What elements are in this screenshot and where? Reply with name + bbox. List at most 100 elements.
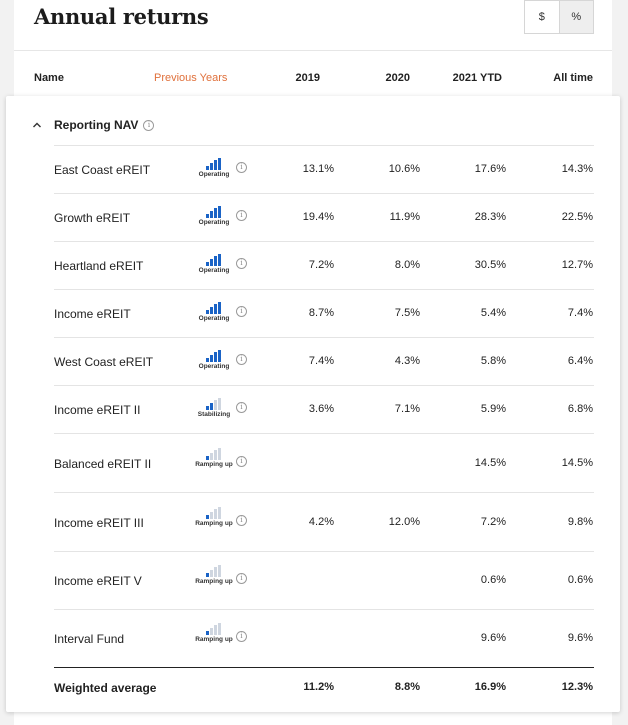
table-row: Growth eREIT Operating i 19.4% 11.9% 28.3% 22.… xyxy=(54,193,594,242)
status-label: Operating xyxy=(198,171,230,178)
table-row: Balanced eREIT II Ramping up i 14.5% 14.5% xyxy=(54,433,594,493)
fund-name: East Coast eREIT xyxy=(54,163,151,177)
signal-bar xyxy=(214,256,217,266)
unit-toggle: $ % xyxy=(524,0,594,34)
group-header-reporting-nav[interactable]: Reporting NAV i xyxy=(26,114,155,136)
column-header-2019: 2019 xyxy=(295,72,320,84)
signal-bar xyxy=(214,625,217,635)
return-2021-ytd: 5.4% xyxy=(480,307,506,319)
status-label: Stabilizing xyxy=(197,411,231,418)
weighted-average-2019: 11.2% xyxy=(303,681,334,693)
weighted-average-row: Weighted average 11.2% 8.8% 16.9% 12.3% xyxy=(54,667,594,711)
return-all-time: 7.4% xyxy=(567,307,593,319)
signal-bar xyxy=(218,448,221,460)
status-label: Operating xyxy=(198,219,230,226)
signal-bar xyxy=(214,208,217,218)
return-2020: 11.9% xyxy=(389,211,420,223)
return-2021-ytd: 30.5% xyxy=(474,259,506,271)
signal-bar xyxy=(206,166,209,170)
signal-bar xyxy=(218,623,221,635)
column-header-all-time: All time xyxy=(553,72,593,84)
column-header-name: Name xyxy=(34,72,64,84)
info-icon[interactable]: i xyxy=(236,354,247,365)
return-2020: 7.5% xyxy=(394,307,420,319)
signal-bar xyxy=(206,631,209,635)
weighted-average-2020: 8.8% xyxy=(394,681,420,693)
signal-bar xyxy=(218,350,221,362)
signal-bar xyxy=(206,214,209,218)
status-indicator: Ramping up xyxy=(192,448,236,469)
table-row: Heartland eREIT Operating i 7.2% 8.0% 30.5% 12… xyxy=(54,241,594,290)
fund-name: West Coast eREIT xyxy=(54,355,154,369)
weighted-average-2021-ytd: 16.9% xyxy=(474,681,506,693)
return-2021-ytd: 9.6% xyxy=(480,632,506,644)
fund-name: Income eREIT III xyxy=(54,516,144,530)
fund-name: Income eREIT II xyxy=(54,403,141,417)
status-indicator: Operating xyxy=(192,254,236,275)
signal-bar xyxy=(214,352,217,362)
group-label: Reporting NAV xyxy=(54,118,139,132)
info-icon[interactable]: i xyxy=(236,456,247,467)
return-2020: 12.0% xyxy=(388,516,420,528)
status-indicator: Ramping up xyxy=(192,507,236,528)
status-indicator: Operating xyxy=(192,158,236,179)
chevron-up-icon[interactable] xyxy=(32,120,42,130)
status-indicator: Operating xyxy=(192,350,236,371)
status-indicator: Operating xyxy=(192,302,236,323)
signal-bar xyxy=(210,211,213,218)
info-icon[interactable]: i xyxy=(236,402,247,413)
footer-divider xyxy=(54,667,594,668)
page-title: Annual returns xyxy=(34,4,209,29)
signal-bar xyxy=(218,398,221,410)
return-2021-ytd: 5.9% xyxy=(480,403,506,415)
signal-bars-icon xyxy=(206,448,221,460)
signal-bars-icon xyxy=(206,350,221,362)
info-icon[interactable]: i xyxy=(236,631,247,642)
info-icon[interactable]: i xyxy=(236,306,247,317)
return-2021-ytd: 17.6% xyxy=(474,163,506,175)
status-label: Operating xyxy=(198,267,230,274)
signal-bar xyxy=(214,304,217,314)
signal-bar xyxy=(206,573,209,577)
status-indicator: Operating xyxy=(192,206,236,227)
info-icon[interactable]: i xyxy=(236,258,247,269)
table-row: East Coast eREIT Operating i 13.1% 10.6% 17.6… xyxy=(54,145,594,194)
info-icon[interactable]: i xyxy=(143,119,155,131)
return-all-time: 14.5% xyxy=(561,457,593,469)
return-2019: 4.2% xyxy=(308,516,334,528)
signal-bar xyxy=(210,453,213,460)
signal-bar xyxy=(218,507,221,519)
column-header-2020: 2020 xyxy=(385,72,410,84)
signal-bar xyxy=(206,310,209,314)
signal-bar xyxy=(214,400,217,410)
return-2019: 13.1% xyxy=(302,163,334,175)
status-label: Ramping up xyxy=(195,520,233,527)
return-2021-ytd: 0.6% xyxy=(480,574,506,586)
signal-bar xyxy=(210,163,213,170)
dollar-toggle-button[interactable]: $ xyxy=(525,1,560,33)
header-divider xyxy=(14,50,612,51)
signal-bar xyxy=(210,403,213,410)
return-2021-ytd: 28.3% xyxy=(474,211,506,223)
table-row: Income eREIT V Ramping up i 0.6% 0.6% xyxy=(54,551,594,610)
fund-name: Growth eREIT xyxy=(54,211,131,225)
return-2019: 3.6% xyxy=(308,403,334,415)
previous-years-link[interactable]: Previous Years xyxy=(154,72,228,84)
table-row: West Coast eREIT Operating i 7.4% 4.3% 5.8% 6.… xyxy=(54,337,594,386)
info-icon[interactable]: i xyxy=(236,162,247,173)
info-icon[interactable]: i xyxy=(236,210,247,221)
signal-bar xyxy=(210,307,213,314)
status-indicator: Ramping up xyxy=(192,565,236,586)
table-row: Income eREIT Operating i 8.7% 7.5% 5.4% 7.4% xyxy=(54,289,594,338)
signal-bar xyxy=(206,358,209,362)
info-icon[interactable]: i xyxy=(236,573,247,584)
return-2021-ytd: 7.2% xyxy=(480,516,506,528)
info-icon[interactable]: i xyxy=(236,515,247,526)
return-2020: 8.0% xyxy=(394,259,420,271)
fund-name: Balanced eREIT II xyxy=(54,457,152,471)
signal-bar xyxy=(206,262,209,266)
table-row: Interval Fund Ramping up i 9.6% 9.6% xyxy=(54,609,594,668)
percent-toggle-button[interactable]: % xyxy=(559,1,593,33)
signal-bar xyxy=(218,158,221,170)
signal-bar xyxy=(214,160,217,170)
